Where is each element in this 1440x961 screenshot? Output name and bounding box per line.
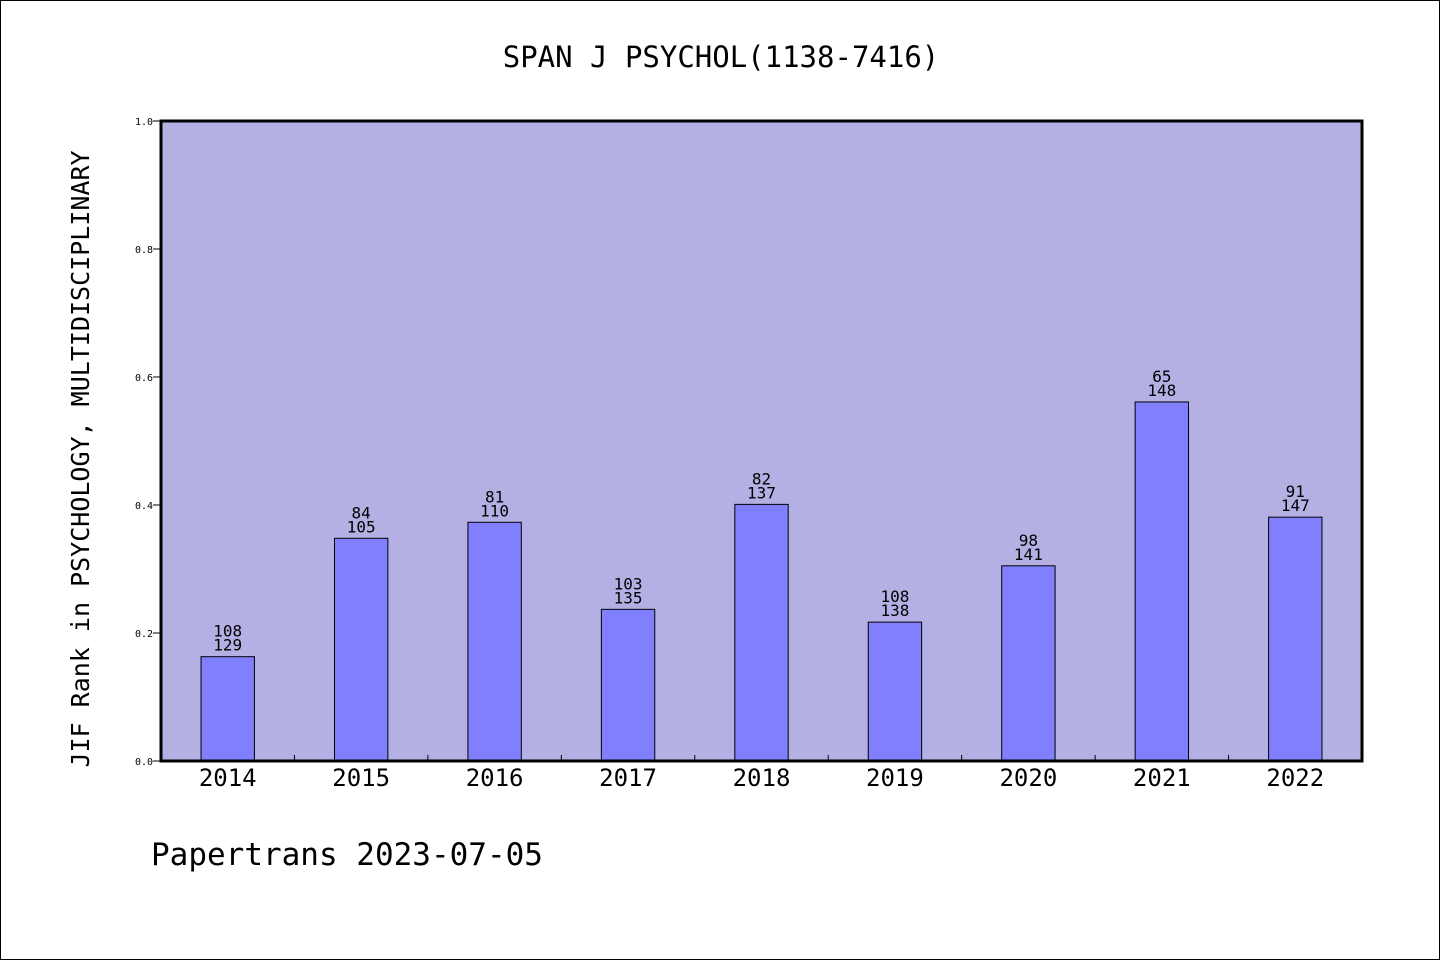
- chart-title: SPAN J PSYCHOL(1138-7416): [503, 40, 940, 74]
- bar-label-rank: 65: [1152, 367, 1171, 386]
- bar-2014: [200, 656, 255, 762]
- bar-label-total: 105: [347, 517, 376, 536]
- bar-label-rank: 108: [880, 587, 909, 606]
- x-tick-label: 2022: [1266, 764, 1324, 792]
- bar-2015: [333, 537, 389, 762]
- y-tick-label: 0.8: [135, 245, 153, 256]
- bar-2020: [1001, 565, 1056, 762]
- bar-label-rank: 98: [1019, 531, 1038, 550]
- y-tick-label: 0.4: [135, 501, 153, 512]
- bar-label-total: 138: [880, 601, 909, 620]
- bar-series: [200, 401, 1323, 762]
- bar-2021: [1134, 401, 1190, 762]
- bar-2017: [600, 608, 656, 762]
- bar-label-total: 135: [614, 588, 643, 607]
- bar-2022: [1268, 516, 1323, 762]
- x-tick-label: 2021: [1133, 764, 1191, 792]
- x-tick-label: 2019: [866, 764, 924, 792]
- bar-label-rank: 82: [752, 469, 771, 488]
- bar-label-rank: 103: [614, 574, 643, 593]
- x-tick-label: 2020: [999, 764, 1057, 792]
- bar-label-total: 141: [1014, 545, 1043, 564]
- bar-label-total: 129: [213, 636, 242, 655]
- bar-label-rank: 84: [352, 503, 371, 522]
- bar-label-rank: 108: [213, 622, 242, 641]
- bar-label-total: 148: [1147, 381, 1176, 400]
- y-axis-ticks: 0.0 0.2 0.4 0.6 0.8 1.0: [135, 117, 161, 768]
- x-tick-label: 2018: [733, 764, 791, 792]
- plot-border: [159, 119, 1364, 763]
- x-tick-label: 2017: [599, 764, 657, 792]
- bar-label-rank: 91: [1286, 482, 1305, 501]
- bar-data-labels: 1081298410581110103135821371081389814165…: [213, 367, 1309, 655]
- bar-label-rank: 81: [485, 487, 504, 506]
- x-axis-ticks: 2014 2015 2016 2017 2018 2019 2020 2021 2022: [199, 755, 1324, 792]
- y-tick-label: 0.6: [135, 373, 153, 384]
- bar-2016: [467, 521, 522, 762]
- bar-label-total: 137: [747, 483, 776, 502]
- watermark-text: Papertrans 2023-07-05: [151, 837, 543, 873]
- bar-2019: [867, 621, 923, 762]
- y-tick-label: 1.0: [135, 117, 153, 128]
- x-tick-label: 2015: [332, 764, 390, 792]
- y-tick-label: 0.2: [135, 629, 153, 640]
- y-tick-label: 0.0: [135, 757, 153, 768]
- y-axis-label: JIF Rank in PSYCHOLOGY, MULTIDISCIPLINAR…: [66, 150, 95, 767]
- x-tick-label: 2014: [199, 764, 257, 792]
- bar-2018: [734, 503, 789, 762]
- x-tick-label: 2016: [466, 764, 524, 792]
- bar-label-total: 147: [1281, 496, 1310, 515]
- bar-label-total: 110: [480, 501, 509, 520]
